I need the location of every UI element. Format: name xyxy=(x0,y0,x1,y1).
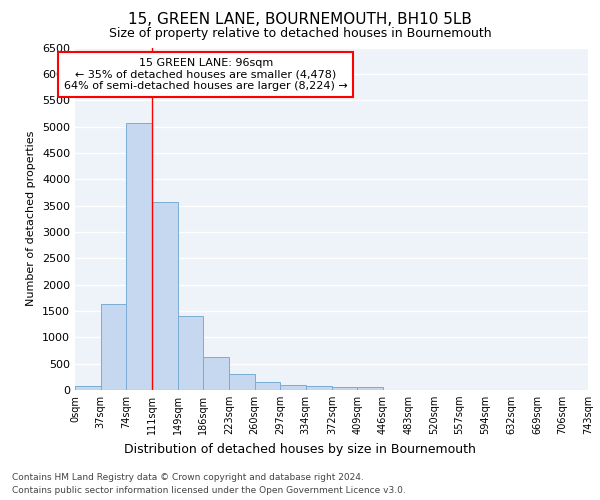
Bar xyxy=(75,386,101,390)
Bar xyxy=(178,316,203,390)
Bar xyxy=(101,304,126,390)
Bar xyxy=(126,122,152,390)
Bar xyxy=(332,387,358,390)
Text: Distribution of detached houses by size in Bournemouth: Distribution of detached houses by size … xyxy=(124,442,476,456)
Bar xyxy=(152,202,178,390)
Bar xyxy=(358,387,383,390)
Text: Size of property relative to detached houses in Bournemouth: Size of property relative to detached ho… xyxy=(109,28,491,40)
Y-axis label: Number of detached properties: Number of detached properties xyxy=(26,131,37,306)
Text: 15 GREEN LANE: 96sqm
← 35% of detached houses are smaller (4,478)
64% of semi-de: 15 GREEN LANE: 96sqm ← 35% of detached h… xyxy=(64,58,347,91)
Text: Contains HM Land Registry data © Crown copyright and database right 2024.: Contains HM Land Registry data © Crown c… xyxy=(12,472,364,482)
Bar xyxy=(229,374,254,390)
Text: 15, GREEN LANE, BOURNEMOUTH, BH10 5LB: 15, GREEN LANE, BOURNEMOUTH, BH10 5LB xyxy=(128,12,472,28)
Text: Contains public sector information licensed under the Open Government Licence v3: Contains public sector information licen… xyxy=(12,486,406,495)
Bar xyxy=(305,386,332,390)
Bar xyxy=(254,382,280,390)
Bar xyxy=(280,384,305,390)
Bar xyxy=(203,357,229,390)
